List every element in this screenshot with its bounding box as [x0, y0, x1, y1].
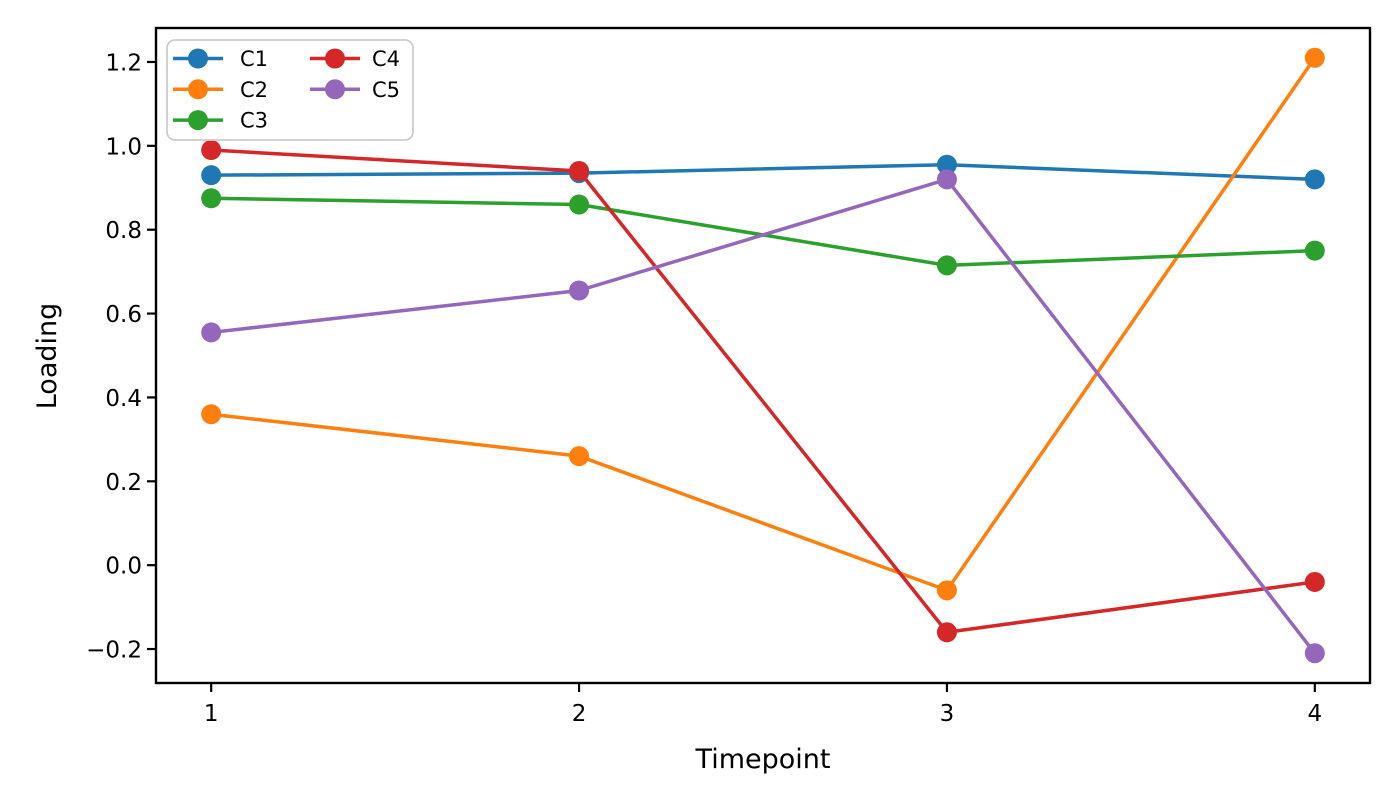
data-point-C1-t1	[201, 165, 222, 186]
legend-marker-C5	[325, 79, 345, 100]
legend-marker-C4	[325, 48, 345, 69]
series-line-C4	[209, 148, 1317, 635]
x-axis-label: Timepoint	[695, 744, 831, 775]
data-point-C5-t4	[1304, 643, 1325, 664]
legend-marker-C3	[188, 110, 208, 131]
legend-label-C4: C4	[372, 47, 400, 71]
y-tick-label: −0.2	[86, 638, 142, 664]
x-tick-label: 4	[1307, 701, 1322, 727]
y-tick-label: 0.0	[105, 554, 142, 580]
y-tick-label: 0.8	[105, 218, 142, 244]
data-point-C3-t4	[1304, 240, 1325, 261]
y-tick-label: 0.2	[105, 470, 142, 496]
data-point-C5-t2	[569, 280, 590, 301]
data-point-C2-t4	[1304, 47, 1325, 68]
data-point-C4-t4	[1304, 571, 1325, 592]
plot-border	[154, 26, 1372, 685]
data-point-C4-t1	[201, 140, 222, 161]
plot-area: 1 2 3 4 −0.2 0.0 0.2 0.4 0.6 0.8 1.0 1.2 C1 C2 C3 C4 C5	[86, 26, 1372, 727]
data-point-C3-t2	[569, 194, 590, 215]
series-line-C1	[209, 162, 1317, 182]
data-point-C1-t4	[1304, 169, 1325, 190]
data-point-C2-t2	[569, 446, 590, 467]
series-line-C3	[209, 196, 1317, 268]
data-point-C2-t1	[201, 404, 222, 425]
data-point-C4-t3	[936, 622, 957, 643]
y-tick-label: 1.0	[105, 134, 142, 160]
y-tick-label: 0.4	[105, 386, 142, 412]
legend-box	[166, 39, 414, 141]
x-tick-label: 2	[572, 701, 587, 727]
data-point-C3-t3	[936, 255, 957, 276]
series-line-C5	[209, 177, 1317, 655]
data-point-C3-t1	[201, 188, 222, 209]
legend-label-C1: C1	[240, 47, 268, 71]
y-tick-label: 0.6	[105, 302, 142, 328]
x-tick-label: 3	[940, 701, 955, 727]
data-point-C4-t2	[569, 160, 590, 181]
series-line-C2	[209, 56, 1317, 593]
legend-label-C2: C2	[240, 78, 268, 102]
legend-marker-C2	[188, 79, 208, 100]
data-point-C5-t1	[201, 322, 222, 343]
y-axis-label: Loading	[32, 303, 63, 410]
data-point-C5-t3	[936, 169, 957, 190]
legend-label-C5: C5	[372, 78, 400, 102]
data-point-C2-t3	[936, 580, 957, 601]
legend-marker-C1	[188, 48, 208, 69]
y-tick-label: 1.2	[105, 50, 142, 76]
data-point-C1-t3	[936, 154, 957, 175]
legend-label-C3: C3	[240, 109, 268, 133]
x-tick-label: 1	[204, 701, 219, 727]
